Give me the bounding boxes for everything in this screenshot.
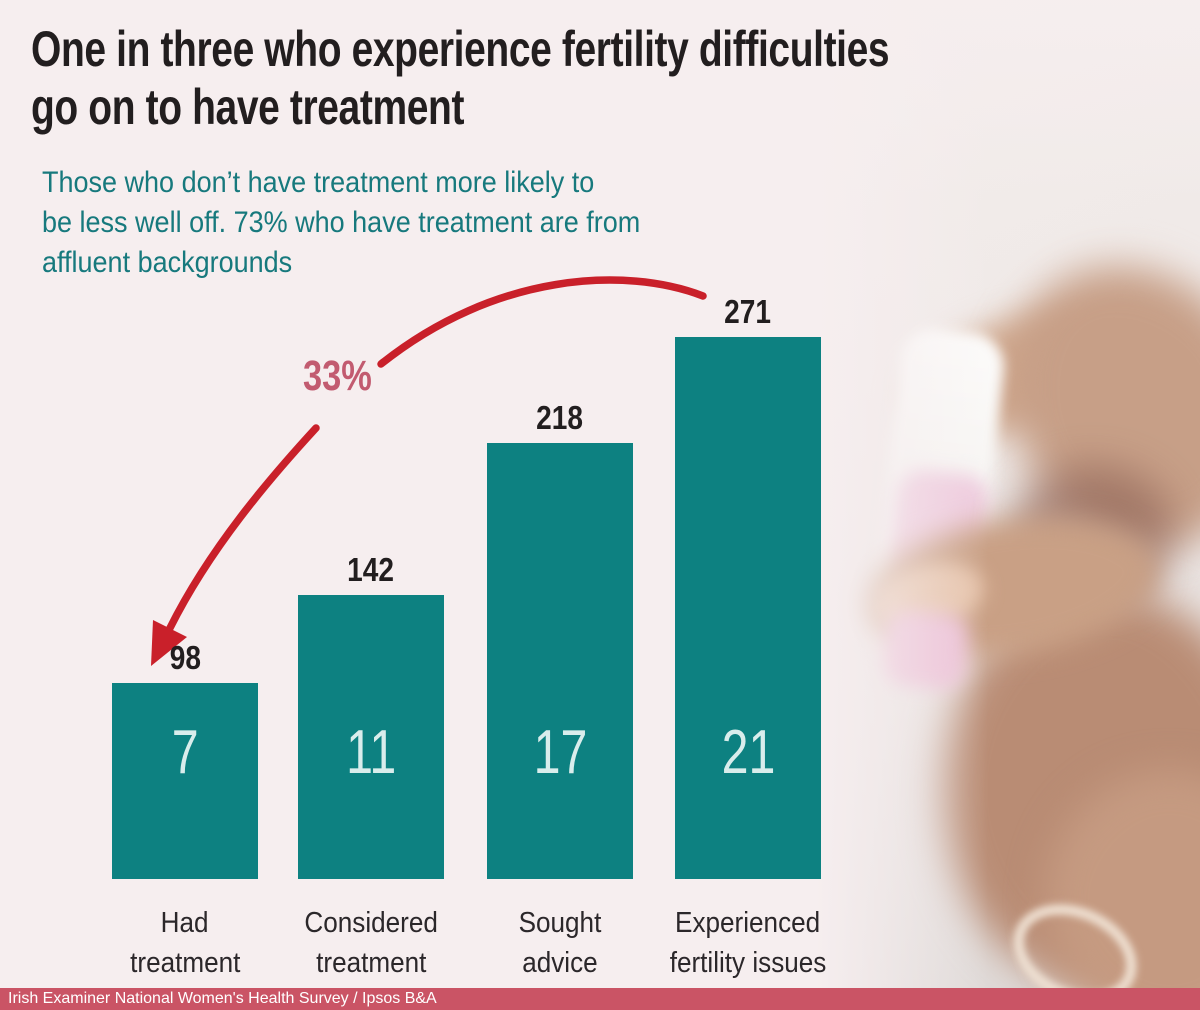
bar [112,683,258,879]
bar-group: 271 21 Experienced fertility issues [670,295,827,979]
bar-value-label: 142 [298,553,444,586]
category-line: treatment [25,943,345,983]
bar-category-label: Considered treatment [211,903,531,983]
category-line: Sought [400,903,720,943]
bar-category-label: Experienced fertility issues [588,903,908,983]
label-text: treatment [129,947,241,979]
subtitle: Those who don’t have treatment more like… [42,163,640,283]
source-bar: Irish Examiner National Women's Health S… [0,988,1200,1010]
source-text: Irish Examiner National Women's Health S… [8,990,437,1007]
category-line: Considered [211,903,531,943]
background-photo [815,0,1200,988]
label-text: 11 [345,718,397,787]
bar-inner-label: 7 [112,722,258,784]
subtitle-line-3: affluent backgrounds [42,246,293,279]
label-text: treatment [315,947,427,979]
label-text: 7 [171,718,199,787]
label-text: 21 [721,718,775,787]
label-text: fertility issues [669,947,827,979]
percentage-callout: 33% [303,352,372,400]
label-text: Experienced [675,907,821,939]
label-text: 17 [533,718,587,787]
bar-value-label: 98 [112,641,258,674]
bar-category-label: Sought advice [400,903,720,983]
bar [298,595,444,879]
label-text: 98 [169,639,201,676]
label-text: 218 [536,399,584,436]
bar-inner-label: 11 [298,722,444,784]
bar [675,337,821,879]
subtitle-line-2: be less well off. 73% who have treatment… [42,206,641,239]
bar-category-label: Had treatment [25,903,345,983]
label-text: 142 [347,551,395,588]
bar-value-label: 271 [675,295,821,328]
label-text: Sought [518,907,602,939]
category-line: treatment [211,943,531,983]
label-text: 271 [724,293,772,330]
category-line: fertility issues [588,943,908,983]
category-line: Had [25,903,345,943]
subtitle-line-1: Those who don’t have treatment more like… [42,166,595,199]
category-line: advice [400,943,720,983]
bar-inner-label: 21 [675,722,821,784]
label-text: Had [161,907,209,939]
photo-blend-overlay [815,0,1200,988]
label-text: advice [522,947,598,979]
category-line: Experienced [588,903,908,943]
bar-inner-label: 17 [487,722,633,784]
label-text: Considered [304,907,438,939]
page-title: One in three who experience fertility di… [31,20,890,136]
bar-value-label: 218 [487,401,633,434]
bar-group: 142 11 Considered treatment [298,553,444,979]
title-line-1: One in three who experience fertility di… [31,21,890,77]
bar [487,443,633,879]
bar-group: 218 17 Sought advice [487,401,633,979]
title-line-2: go on to have treatment [31,79,465,135]
bar-group: 98 7 Had treatment [112,641,258,979]
